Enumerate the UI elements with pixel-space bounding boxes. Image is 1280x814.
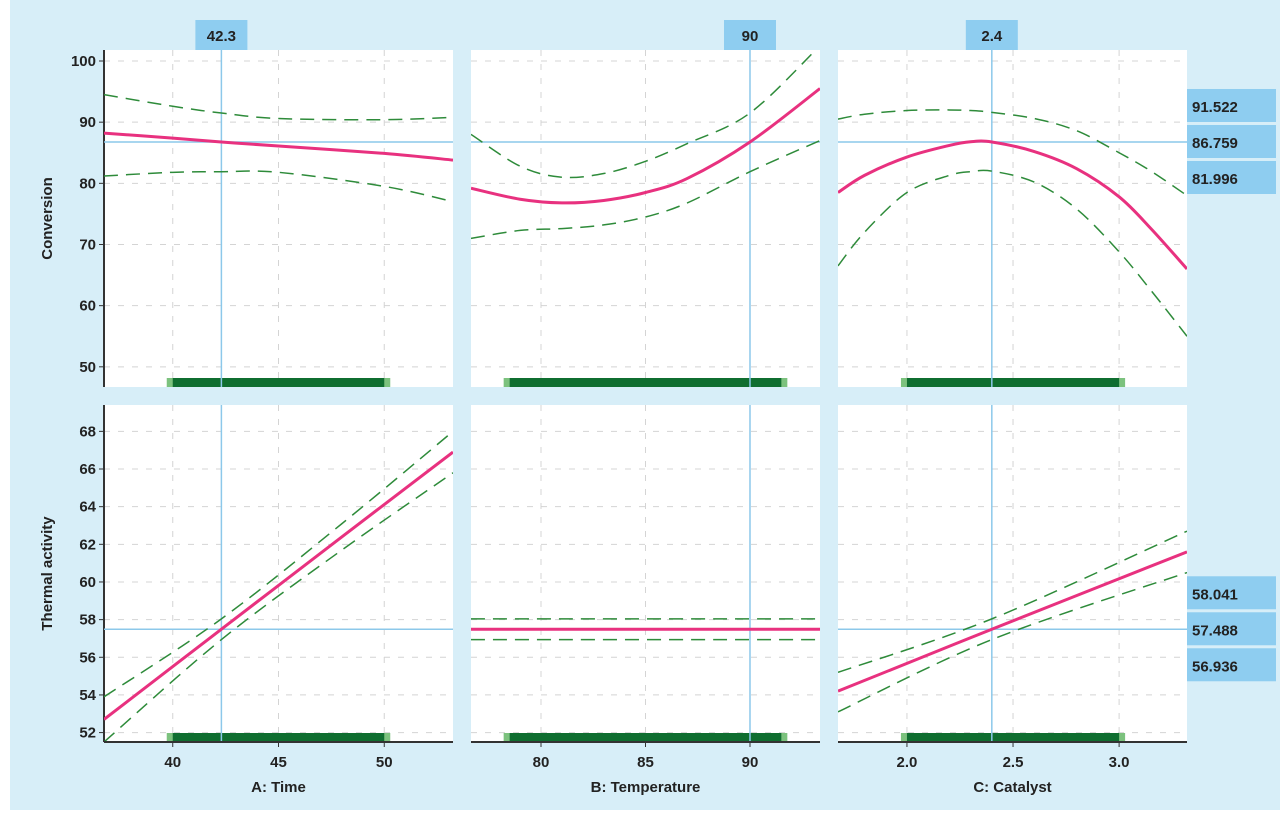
predicted-value-label: 86.759: [1192, 135, 1238, 152]
x-tick-label: 2.0: [897, 754, 918, 771]
panel-background: [838, 50, 1187, 387]
y-tick-label: 90: [79, 114, 96, 131]
value-box: [1187, 576, 1276, 610]
x-tick-label: 50: [376, 754, 393, 771]
current-factor-value: 90: [723, 20, 776, 50]
y-tick-label: 50: [79, 359, 96, 376]
range-bar-fill: [509, 378, 782, 387]
current-factor-value: 2.4: [965, 20, 1018, 50]
value-box: [965, 20, 1018, 50]
range-bar-fill: [172, 378, 385, 387]
x-axis-label: B: Temperature: [591, 779, 701, 796]
y-axis-label: Conversion: [39, 177, 56, 260]
value-box: [723, 20, 776, 50]
response-predicted-value: 86.759: [1187, 124, 1276, 158]
response-predicted-value: 57.488: [1187, 612, 1276, 646]
value-box: [1187, 160, 1276, 194]
lower-ci-line: [838, 169, 1187, 337]
lower-ci-line: [471, 139, 820, 240]
prediction-line: [104, 450, 453, 721]
prediction-line: [838, 139, 1187, 270]
response-upper-value: 58.041: [1187, 576, 1276, 610]
current-factor-value: 42.3: [195, 20, 248, 50]
range-bar: [166, 733, 391, 742]
range-bar-fill: [906, 733, 1120, 742]
x-tick-label: 3.0: [1109, 754, 1130, 771]
value-box: [1187, 612, 1276, 646]
y-tick-label: 100: [71, 53, 96, 70]
y-tick-label: 80: [79, 175, 96, 192]
current-factor-label: 2.4: [981, 28, 1003, 45]
y-tick-label: 54: [79, 687, 96, 704]
lower-value-label: 56.936: [1192, 658, 1238, 675]
y-tick-label: 64: [79, 499, 96, 516]
current-factor-label: 42.3: [207, 28, 236, 45]
current-factor-label: 90: [742, 28, 759, 45]
panel-0-2: [838, 50, 1187, 387]
y-tick-label: 68: [79, 423, 96, 440]
panel-0-0: 50 60 70 80 90 100: [71, 50, 453, 387]
x-tick-label: 2.5: [1003, 754, 1024, 771]
range-bar: [503, 733, 788, 742]
range-bar-fill: [906, 378, 1120, 387]
prediction-line: [838, 550, 1187, 693]
x-tick-label: 45: [270, 754, 287, 771]
range-bar-fill: [509, 733, 782, 742]
x-axis-label: C: Catalyst: [973, 779, 1051, 796]
y-tick-label: 62: [79, 536, 96, 553]
upper-value-label: 58.041: [1192, 586, 1238, 603]
x-tick-label: 80: [533, 754, 550, 771]
lower-ci-line: [104, 472, 453, 742]
value-box: [1187, 124, 1276, 158]
upper-ci-line: [838, 109, 1187, 197]
value-box: [195, 20, 248, 50]
prediction-line: [471, 87, 820, 205]
range-bar: [166, 378, 391, 387]
x-tick-label: 85: [637, 754, 654, 771]
prediction-line: [104, 131, 453, 162]
y-tick-label: 70: [79, 236, 96, 253]
range-bar: [900, 733, 1126, 742]
panel-0-1: [471, 50, 820, 387]
upper-ci-line: [104, 93, 453, 121]
x-tick-label: 90: [742, 754, 759, 771]
lower-value-label: 81.996: [1192, 171, 1238, 188]
panel-1-2: 2.0 2.5 3.0 C: Catalyst: [838, 405, 1187, 796]
x-axis-label: A: Time: [251, 779, 306, 796]
response-lower-value: 56.936: [1187, 648, 1276, 682]
response-lower-value: 81.996: [1187, 160, 1276, 194]
value-box: [1187, 648, 1276, 682]
range-bar: [900, 378, 1126, 387]
lower-ci-line: [104, 170, 453, 203]
range-bar-fill: [172, 733, 385, 742]
response-upper-value: 91.522: [1187, 88, 1276, 122]
y-tick-label: 56: [79, 649, 96, 666]
y-axis-label: Thermal activity: [39, 516, 56, 631]
y-tick-label: 58: [79, 612, 96, 629]
value-box: [1187, 88, 1276, 122]
panel-1-1: 80 85 90 B: Temperature: [471, 405, 820, 796]
y-tick-label: 66: [79, 461, 96, 478]
upper-ci-line: [104, 430, 453, 698]
panel-1-0: 52 54 56 58 60 62 64 66 68 40 45 50 A: Time: [79, 405, 453, 796]
y-tick-label: 60: [79, 298, 96, 315]
upper-ci-line: [838, 530, 1187, 674]
range-bar: [503, 378, 788, 387]
x-tick-label: 40: [164, 754, 181, 771]
predicted-value-label: 57.488: [1192, 622, 1238, 639]
upper-value-label: 91.522: [1192, 99, 1238, 116]
y-tick-label: 52: [79, 725, 96, 742]
y-tick-label: 60: [79, 574, 96, 591]
